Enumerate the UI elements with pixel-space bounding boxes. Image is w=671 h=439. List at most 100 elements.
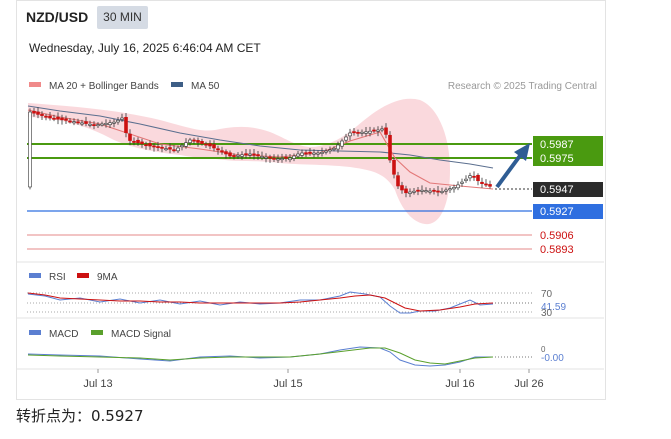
candlesticks	[28, 107, 492, 198]
support-label-1: 0.5906	[540, 230, 574, 242]
candle-body	[400, 185, 404, 191]
candle-body	[412, 190, 416, 193]
candle-body	[264, 156, 268, 159]
macd-value-label: -0.00	[541, 353, 564, 364]
candle-body	[480, 181, 484, 184]
candle-body	[28, 111, 32, 188]
chart-datetime: Wednesday, July 16, 2025 6:46:04 AM CET	[29, 41, 261, 55]
symbol-title: NZD/USD	[26, 9, 89, 25]
candle-body	[116, 119, 120, 123]
candle-body	[96, 124, 100, 127]
legend-rsi-label: RSI	[49, 272, 66, 283]
legend-swatch-9ma	[77, 273, 89, 278]
candle-body	[364, 131, 368, 134]
candle-body	[356, 131, 360, 134]
candle-body	[420, 189, 424, 192]
x-tick-label-3: Jul 16	[445, 378, 474, 390]
candle-body	[444, 189, 448, 192]
legend-9ma-label: 9MA	[97, 272, 118, 283]
candle-body	[84, 121, 88, 124]
candle-body	[488, 184, 492, 187]
candle-body	[392, 159, 396, 175]
x-tick-label-1: Jul 13	[83, 378, 112, 390]
candle-body	[280, 158, 284, 161]
macd-line	[27, 346, 493, 367]
legend-macd-signal-label: MACD Signal	[111, 329, 171, 340]
rsi-9ma-line	[27, 292, 494, 312]
candle-body	[308, 151, 312, 154]
candle-body	[188, 139, 192, 143]
candle-body	[216, 148, 220, 151]
x-tick-label-4: Jul 26	[514, 378, 543, 390]
legend-swatch-ma50	[171, 82, 183, 87]
candle-body	[92, 124, 96, 127]
candle-body	[432, 189, 436, 192]
projection-arrow-head	[514, 143, 530, 161]
candle-body	[36, 111, 40, 115]
candle-body	[388, 134, 392, 161]
chart-card	[16, 0, 606, 400]
candle-body	[376, 129, 380, 132]
candle-body	[160, 146, 164, 149]
candle-body	[80, 122, 84, 125]
legend-swatch-rsi	[29, 273, 41, 278]
candle-body	[56, 116, 60, 120]
candle-body	[304, 152, 308, 155]
candle-body	[284, 156, 288, 159]
candle-body	[164, 148, 168, 151]
candle-body	[276, 158, 280, 161]
candle-body	[368, 130, 372, 134]
pivot-price-label: 0.5927	[540, 206, 574, 218]
candle-body	[168, 147, 172, 150]
bollinger-band-area	[28, 98, 450, 225]
legend-swatch-ma20	[29, 82, 41, 87]
candle-body	[104, 123, 108, 125]
resistance-label-1: 0.5987	[540, 139, 574, 151]
candle-body	[324, 150, 328, 153]
candle-body	[408, 191, 412, 194]
candle-body	[404, 188, 408, 194]
candle-body	[464, 178, 468, 181]
candle-body	[224, 151, 228, 155]
legend-ma50-label: MA 50	[191, 81, 220, 92]
candle-body	[320, 152, 324, 154]
candle-body	[176, 147, 180, 152]
candle-body	[228, 152, 232, 157]
ma20-line	[27, 109, 494, 190]
candle-body	[120, 117, 124, 120]
candle-body	[416, 189, 420, 192]
candle-body	[196, 140, 200, 143]
candle-body	[272, 157, 276, 160]
candle-body	[148, 143, 152, 147]
candle-body	[384, 127, 388, 135]
candle-body	[236, 154, 240, 157]
candle-body	[192, 139, 196, 142]
candle-body	[184, 142, 188, 147]
candle-body	[88, 123, 92, 126]
x-tick-label-2: Jul 15	[273, 378, 302, 390]
candle-body	[476, 174, 480, 182]
candle-body	[108, 122, 112, 126]
candle-body	[64, 118, 68, 121]
candle-body	[344, 136, 348, 141]
candle-body	[436, 190, 440, 193]
candle-body	[360, 131, 364, 134]
candle-body	[100, 123, 104, 126]
candle-body	[428, 190, 432, 193]
current-price-box	[533, 182, 603, 197]
candle-body	[240, 154, 244, 157]
rsi-value-label: 41.59	[541, 302, 566, 313]
macd-signal-line	[27, 347, 494, 365]
candle-body	[112, 121, 116, 124]
candle-body	[32, 110, 36, 114]
candle-body	[256, 154, 260, 157]
candle-body	[144, 144, 148, 147]
candle-body	[128, 133, 132, 141]
candle-body	[300, 152, 304, 156]
legend-ma20-label: MA 20 + Bollinger Bands	[49, 81, 159, 92]
timeframe-badge[interactable]: 30 MIN	[97, 6, 148, 29]
candle-body	[172, 149, 176, 152]
candle-body	[124, 117, 128, 133]
candle-body	[136, 139, 140, 144]
